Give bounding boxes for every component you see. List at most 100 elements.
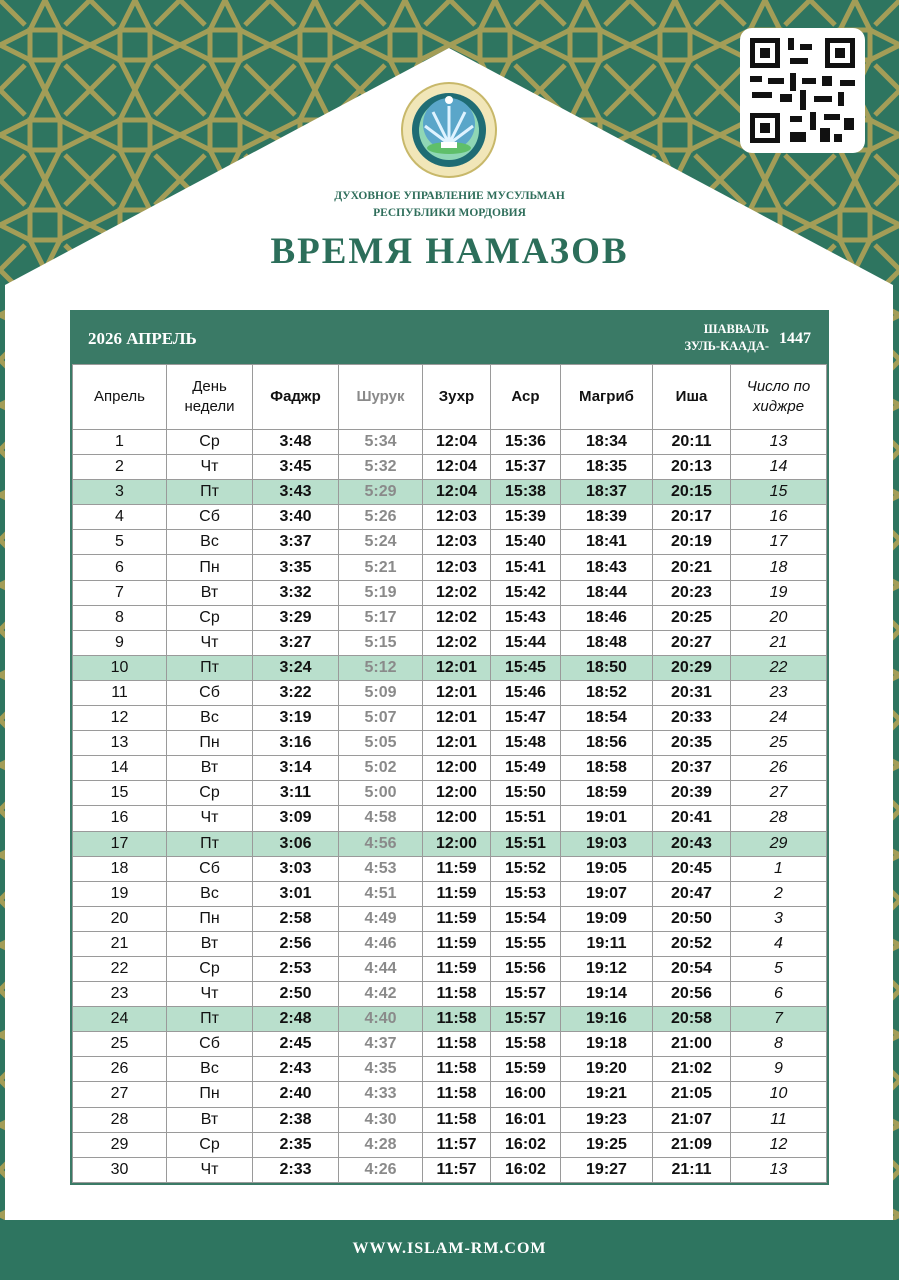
col-weekday-cell: Вт <box>166 930 253 957</box>
col-hijri-day-cell: 13 <box>730 1156 827 1183</box>
col-fajr-cell: 3:45 <box>252 454 339 481</box>
col-weekday-cell: Сб <box>166 504 253 531</box>
col-asr-cell: 15:55 <box>490 930 561 957</box>
col-hijri-day-cell: 17 <box>730 529 827 556</box>
col-isha-cell: 20:23 <box>652 579 731 606</box>
col-isha-cell: 20:37 <box>652 755 731 782</box>
col-april-cell: 21 <box>72 930 167 957</box>
table-row: 13 Пн 3:16 5:05 12:01 15:48 18:56 20:35 25 <box>72 730 827 757</box>
col-zuhr-cell: 12:00 <box>422 780 491 807</box>
col-asr-cell: 15:40 <box>490 529 561 556</box>
col-weekday-cell: Чт <box>166 629 253 656</box>
table-title-bar: 2026 АПРЕЛЬ ШАВВАЛЬ ЗУЛЬ-КААДА- 1447 <box>72 312 827 364</box>
table-row: 30 Чт 2:33 4:26 11:57 16:02 19:27 21:11 13 <box>72 1156 827 1183</box>
col-weekday-cell: Вс <box>166 1056 253 1083</box>
col-hijri-day-cell: 16 <box>730 504 827 531</box>
col-april-cell: 6 <box>72 554 167 581</box>
col-hijri-day-cell: 2 <box>730 880 827 907</box>
col-fajr-cell: 2:48 <box>252 1006 339 1033</box>
col-asr-cell: 15:53 <box>490 880 561 907</box>
col-weekday-cell: Вс <box>166 705 253 732</box>
col-hijri-day-cell: 13 <box>730 428 827 456</box>
table-row: 24 Пт 2:48 4:40 11:58 15:57 19:16 20:58 7 <box>72 1006 827 1033</box>
table-row: 14 Вт 3:14 5:02 12:00 15:49 18:58 20:37 26 <box>72 755 827 782</box>
col-maghrib-cell: 18:52 <box>560 679 653 707</box>
col-hijri-day-cell: 24 <box>730 705 827 732</box>
col-maghrib-cell: 19:14 <box>560 981 653 1008</box>
col-asr-cell: 15:44 <box>490 629 561 656</box>
col-shuruk-cell: 4:53 <box>338 855 423 882</box>
col-shuruk-cell: 5:19 <box>338 579 423 606</box>
col-shuruk-cell: 4:51 <box>338 880 423 907</box>
col-zuhr-cell: 11:58 <box>422 1031 491 1058</box>
col-asr-cell: 15:37 <box>490 454 561 481</box>
col-maghrib-cell: 19:09 <box>560 905 653 932</box>
col-shuruk-cell: 4:35 <box>338 1056 423 1083</box>
col-maghrib-cell: 19:12 <box>560 955 653 983</box>
col-fajr-cell: 2:40 <box>252 1081 339 1108</box>
col-april-cell: 28 <box>72 1106 167 1133</box>
col-maghrib-cell: 19:27 <box>560 1156 653 1183</box>
col-april-cell: 18 <box>72 855 167 882</box>
col-weekday-header: День недели <box>166 364 253 430</box>
col-zuhr-cell: 12:01 <box>422 730 491 757</box>
col-april-cell: 14 <box>72 755 167 782</box>
col-zuhr-cell: 12:02 <box>422 579 491 606</box>
col-isha-cell: 20:52 <box>652 930 731 957</box>
col-maghrib-cell: 18:56 <box>560 730 653 757</box>
col-isha-cell: 20:19 <box>652 529 731 556</box>
prayer-times-table: 2026 АПРЕЛЬ ШАВВАЛЬ ЗУЛЬ-КААДА- 1447 Апре… <box>70 310 829 1185</box>
col-weekday-cell: Ср <box>166 780 253 807</box>
col-maghrib-cell: 19:18 <box>560 1031 653 1058</box>
col-isha-cell: 20:35 <box>652 730 731 757</box>
col-weekday-cell: Ср <box>166 604 253 631</box>
col-fajr-cell: 2:43 <box>252 1056 339 1083</box>
col-hijri-day-cell: 3 <box>730 905 827 932</box>
col-maghrib-cell: 18:44 <box>560 579 653 606</box>
col-weekday-cell: Сб <box>166 679 253 707</box>
col-weekday-cell: Пт <box>166 479 253 506</box>
col-asr-cell: 15:45 <box>490 654 561 681</box>
hijri-month-2: ЗУЛЬ-КААДА- <box>684 339 769 353</box>
col-hijri-day-cell: 1 <box>730 855 827 882</box>
col-shuruk-cell: 4:49 <box>338 905 423 932</box>
col-zuhr-cell: 11:58 <box>422 1106 491 1133</box>
col-isha-cell: 20:41 <box>652 805 731 832</box>
col-asr-cell: 15:51 <box>490 805 561 832</box>
col-april-cell: 15 <box>72 780 167 807</box>
table-row: 19 Вс 3:01 4:51 11:59 15:53 19:07 20:47 2 <box>72 880 827 907</box>
col-isha-cell: 20:25 <box>652 604 731 631</box>
col-april-cell: 19 <box>72 880 167 907</box>
col-weekday-cell: Пт <box>166 830 253 857</box>
col-fajr-cell: 2:38 <box>252 1106 339 1133</box>
col-fajr-cell: 3:27 <box>252 629 339 656</box>
col-shuruk-cell: 5:17 <box>338 604 423 631</box>
col-asr-cell: 15:36 <box>490 428 561 456</box>
col-asr-cell: 15:59 <box>490 1056 561 1083</box>
col-isha-cell: 21:07 <box>652 1106 731 1133</box>
col-zuhr-cell: 11:58 <box>422 1006 491 1033</box>
col-zuhr-cell: 11:58 <box>422 1081 491 1108</box>
col-isha-cell: 20:58 <box>652 1006 731 1033</box>
col-maghrib-cell: 19:23 <box>560 1106 653 1133</box>
table-row: 18 Сб 3:03 4:53 11:59 15:52 19:05 20:45 1 <box>72 855 827 882</box>
col-shuruk-cell: 4:37 <box>338 1031 423 1058</box>
col-fajr-cell: 3:09 <box>252 805 339 832</box>
col-fajr-cell: 3:11 <box>252 780 339 807</box>
col-zuhr-cell: 12:03 <box>422 504 491 531</box>
table-row: 20 Пн 2:58 4:49 11:59 15:54 19:09 20:50 3 <box>72 905 827 932</box>
col-hijri-day-cell: 25 <box>730 730 827 757</box>
col-isha-cell: 20:56 <box>652 981 731 1008</box>
table-row: 22 Ср 2:53 4:44 11:59 15:56 19:12 20:54 5 <box>72 955 827 983</box>
col-maghrib-cell: 19:11 <box>560 930 653 957</box>
col-shuruk-cell: 5:21 <box>338 554 423 581</box>
col-april-cell: 29 <box>72 1131 167 1158</box>
col-april-cell: 11 <box>72 679 167 707</box>
col-hijri-day-cell: 26 <box>730 755 827 782</box>
col-weekday-cell: Сб <box>166 855 253 882</box>
col-asr-cell: 16:00 <box>490 1081 561 1108</box>
col-hijri-day-cell: 12 <box>730 1131 827 1158</box>
qr-code-icon <box>740 28 865 153</box>
col-fajr-cell: 3:48 <box>252 428 339 456</box>
col-fajr-cell: 3:06 <box>252 830 339 857</box>
